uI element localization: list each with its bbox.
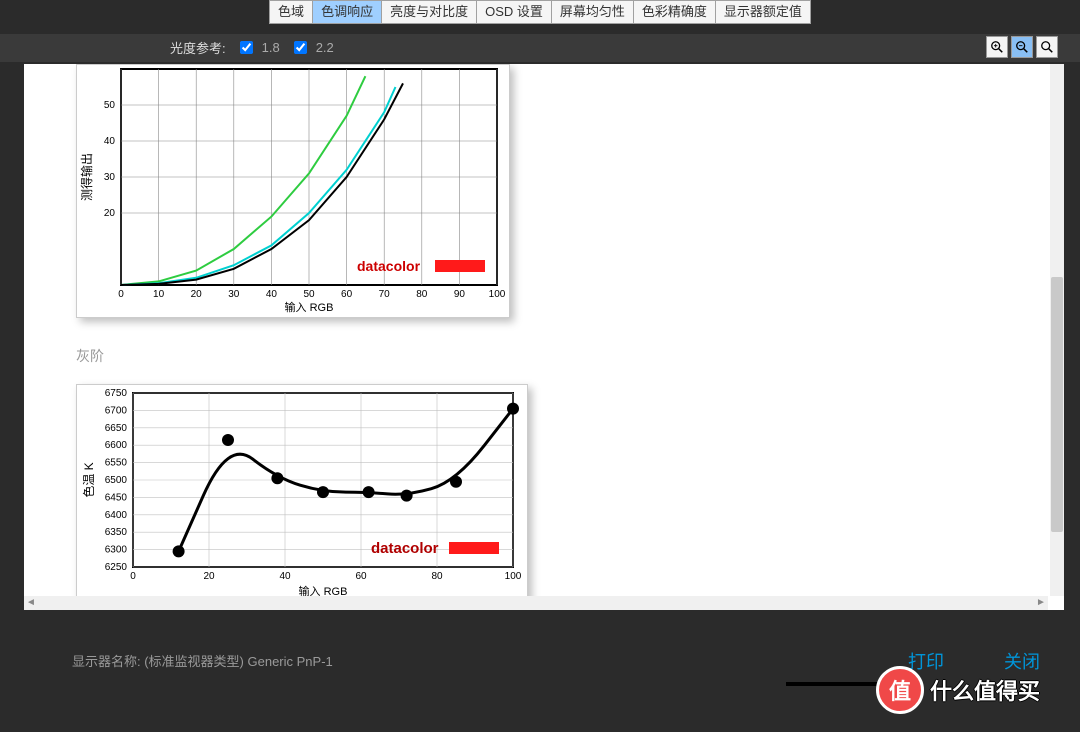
svg-text:色温 K: 色温 K [82, 462, 96, 497]
zoom-controls [986, 36, 1058, 58]
svg-text:datacolor: datacolor [371, 540, 439, 557]
svg-text:6600: 6600 [105, 440, 128, 451]
tab-3[interactable]: OSD 设置 [477, 0, 552, 24]
svg-text:30: 30 [228, 289, 240, 300]
zoom-out-button[interactable] [1011, 36, 1033, 58]
svg-text:50: 50 [303, 289, 315, 300]
svg-text:6650: 6650 [105, 423, 128, 434]
svg-text:6500: 6500 [105, 475, 128, 486]
svg-text:60: 60 [341, 289, 353, 300]
svg-text:70: 70 [379, 289, 391, 300]
tab-6[interactable]: 显示器额定值 [716, 0, 811, 24]
svg-text:50: 50 [104, 100, 116, 111]
smzdm-text: 什么值得买 [930, 674, 1040, 706]
zoom-in-button[interactable] [986, 36, 1008, 58]
smzdm-watermark: 值 什么值得买 [876, 666, 1040, 714]
svg-text:0: 0 [118, 289, 124, 300]
svg-text:90: 90 [454, 289, 466, 300]
svg-text:6450: 6450 [105, 492, 128, 503]
monitor-name-label: 显示器名称: (标准监视器类型) Generic PnP-1 [72, 651, 333, 670]
luminance-ref-group: 光度参考: 1.8 2.2 [170, 38, 334, 57]
svg-text:80: 80 [431, 571, 443, 582]
svg-text:20: 20 [191, 289, 203, 300]
options-toolbar: 光度参考: 1.8 2.2 [0, 34, 1080, 62]
svg-text:datacolor: datacolor [357, 258, 421, 274]
svg-text:6750: 6750 [105, 388, 128, 399]
h-scroll-left[interactable]: ◄ [24, 597, 38, 609]
svg-text:40: 40 [266, 289, 278, 300]
vertical-scrollbar[interactable] [1050, 64, 1064, 596]
horizontal-scrollbar[interactable]: ◄► [24, 596, 1048, 610]
svg-text:0: 0 [130, 571, 136, 582]
report-viewport: 0 10 20 30 40 50 60 70 80 90 100 20 30 40 50 datacolor 输… [24, 64, 1064, 610]
ref-checkbox-1[interactable] [294, 41, 307, 54]
tab-2[interactable]: 亮度与对比度 [382, 0, 477, 24]
smzdm-badge-icon: 值 [876, 666, 924, 714]
tone-response-chart: 0 10 20 30 40 50 60 70 80 90 100 20 30 40 50 datacolor 输… [76, 64, 510, 318]
ref-option-1[interactable]: 2.2 [290, 38, 334, 57]
tab-1[interactable]: 色调响应 [313, 0, 382, 24]
ref-checkbox-0[interactable] [240, 41, 253, 54]
svg-text:测得输出: 测得输出 [79, 153, 94, 201]
svg-text:10: 10 [153, 289, 165, 300]
tab-bar: 色域色调响应亮度与对比度OSD 设置屏幕均匀性色彩精确度显示器额定值 [0, 0, 1080, 24]
svg-text:80: 80 [416, 289, 428, 300]
grayscale-section-title: 灰阶 [76, 346, 104, 366]
svg-text:6300: 6300 [105, 545, 128, 556]
grayscale-chart: 0 20 40 60 80 100 6250 6300 6350 6400 6450 6500 6550… [76, 384, 528, 602]
svg-text:6700: 6700 [105, 405, 128, 416]
svg-text:6400: 6400 [105, 510, 128, 521]
luminance-ref-label: 光度参考: [170, 38, 226, 57]
tab-4[interactable]: 屏幕均匀性 [552, 0, 634, 24]
tab-0[interactable]: 色域 [269, 0, 313, 24]
svg-text:100: 100 [489, 289, 506, 300]
v-scroll-thumb[interactable] [1051, 277, 1063, 532]
svg-text:6550: 6550 [105, 458, 128, 469]
tab-5[interactable]: 色彩精确度 [634, 0, 716, 24]
svg-text:6350: 6350 [105, 527, 128, 538]
svg-text:6250: 6250 [105, 562, 128, 573]
h-scroll-right[interactable]: ► [1034, 597, 1048, 609]
svg-text:20: 20 [203, 571, 215, 582]
svg-text:输入 RGB: 输入 RGB [285, 300, 334, 314]
svg-text:60: 60 [355, 571, 367, 582]
svg-text:30: 30 [104, 172, 116, 183]
svg-text:40: 40 [279, 571, 291, 582]
svg-text:100: 100 [505, 571, 522, 582]
zoom-reset-button[interactable] [1036, 36, 1058, 58]
svg-text:20: 20 [104, 208, 116, 219]
ref-option-0[interactable]: 1.8 [236, 38, 280, 57]
svg-text:40: 40 [104, 136, 116, 147]
